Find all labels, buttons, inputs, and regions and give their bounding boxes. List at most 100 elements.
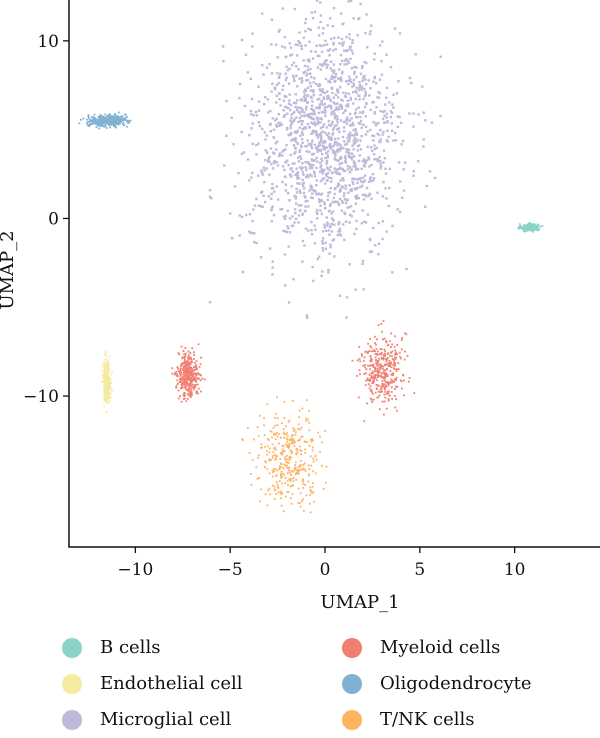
data-point: [321, 178, 324, 181]
data-point: [378, 92, 382, 95]
data-point: [319, 161, 322, 165]
data-point: [328, 104, 331, 107]
data-point: [347, 133, 350, 136]
data-point: [297, 423, 300, 426]
data-point: [341, 177, 344, 180]
data-point: [281, 45, 284, 48]
data-point: [345, 35, 348, 39]
data-point: [110, 392, 112, 395]
data-point: [391, 398, 393, 400]
data-point: [390, 111, 394, 114]
data-point: [372, 179, 375, 182]
data-point: [288, 419, 291, 422]
data-point: [284, 161, 287, 164]
data-point: [310, 107, 313, 110]
data-point: [390, 391, 393, 393]
data-point: [189, 393, 191, 396]
data-point: [367, 79, 371, 82]
data-point: [309, 488, 312, 491]
legend-swatch-b-cells: [62, 638, 82, 658]
data-point: [296, 129, 299, 133]
data-point: [195, 390, 198, 392]
data-point: [350, 215, 353, 218]
data-point: [344, 184, 347, 187]
y-axis-title: UMAP_2: [0, 230, 18, 309]
data-point: [297, 470, 299, 473]
data-point: [294, 93, 297, 96]
data-point: [358, 178, 361, 181]
data-point: [275, 185, 278, 188]
data-point: [285, 425, 287, 428]
data-point: [341, 99, 344, 102]
data-point: [303, 244, 306, 247]
data-point: [103, 123, 106, 125]
data-point: [238, 96, 241, 100]
data-point: [106, 360, 109, 363]
data-point: [388, 101, 391, 104]
data-point: [369, 128, 372, 132]
x-tick-label: 10: [504, 560, 526, 580]
data-point: [305, 105, 308, 109]
data-point: [264, 96, 267, 99]
data-point: [193, 386, 196, 389]
data-point: [284, 229, 287, 233]
data-point: [248, 452, 251, 454]
data-point: [336, 144, 339, 147]
data-point: [353, 178, 357, 181]
data-point: [383, 400, 386, 403]
data-point: [304, 205, 307, 208]
data-point: [289, 485, 292, 488]
data-point: [376, 132, 379, 135]
data-point: [393, 345, 396, 348]
data-point: [198, 377, 200, 380]
data-point: [318, 63, 322, 66]
data-point: [372, 177, 376, 180]
data-point: [305, 316, 309, 319]
data-point: [361, 110, 365, 113]
data-point: [375, 384, 378, 386]
data-point: [371, 391, 373, 393]
x-tick-label: 5: [414, 560, 425, 580]
data-point: [87, 114, 90, 117]
data-point: [320, 118, 323, 121]
data-point: [334, 151, 337, 154]
data-point: [372, 381, 375, 383]
data-point: [362, 75, 365, 78]
data-point: [353, 188, 357, 191]
data-point: [352, 78, 356, 82]
data-point: [358, 94, 361, 97]
data-point: [124, 117, 127, 119]
data-point: [286, 479, 289, 482]
data-point: [374, 370, 376, 373]
data-point: [306, 78, 310, 82]
data-point: [306, 441, 308, 443]
data-point: [92, 120, 95, 122]
data-point: [272, 136, 275, 139]
data-point: [394, 139, 398, 142]
data-point: [391, 343, 394, 346]
data-point: [326, 194, 330, 198]
data-point: [310, 233, 314, 236]
data-point: [343, 238, 346, 242]
data-point: [358, 98, 361, 101]
data-point: [400, 143, 403, 146]
data-point: [273, 161, 276, 165]
data-point: [319, 68, 322, 71]
data-point: [280, 472, 282, 475]
data-point: [183, 397, 186, 400]
data-point: [332, 96, 336, 99]
data-point: [290, 435, 293, 437]
data-point: [321, 230, 325, 233]
data-point: [184, 375, 186, 378]
data-point: [271, 82, 274, 85]
data-point: [306, 86, 310, 89]
data-point: [367, 364, 369, 367]
data-point: [400, 339, 403, 341]
data-point: [208, 189, 212, 192]
data-point: [386, 390, 389, 393]
data-point: [300, 77, 304, 80]
data-point: [181, 386, 184, 389]
data-point: [365, 368, 368, 371]
data-point: [276, 140, 279, 143]
data-point: [294, 197, 298, 200]
